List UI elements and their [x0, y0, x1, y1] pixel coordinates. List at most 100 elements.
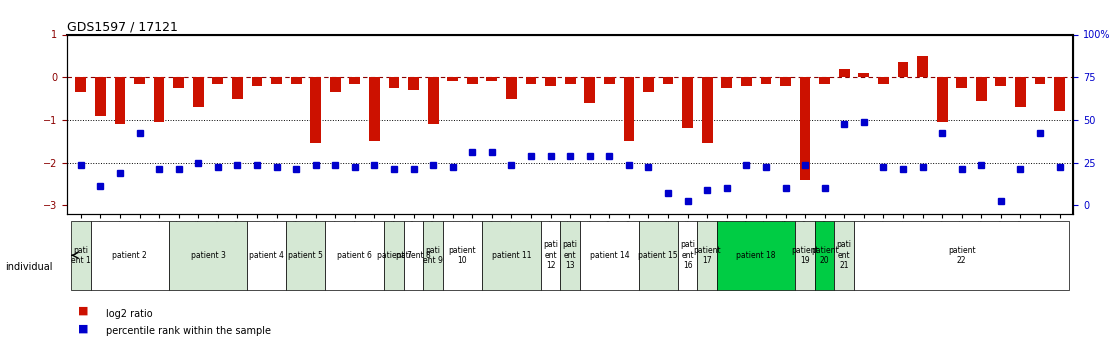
Bar [721, 77, 732, 88]
Text: individual: individual [6, 263, 53, 272]
FancyBboxPatch shape [443, 221, 482, 290]
Bar [956, 77, 967, 88]
Bar [878, 77, 889, 83]
FancyBboxPatch shape [482, 221, 541, 290]
Text: GDS1597 / 17121: GDS1597 / 17121 [67, 20, 178, 33]
Bar [819, 77, 830, 83]
Bar [917, 56, 928, 77]
Bar [486, 77, 498, 81]
Text: patient 18: patient 18 [737, 251, 776, 260]
Bar [937, 77, 947, 122]
Bar [585, 77, 595, 103]
FancyBboxPatch shape [404, 221, 424, 290]
Bar [311, 77, 321, 144]
Bar [408, 77, 419, 90]
FancyBboxPatch shape [325, 221, 385, 290]
Bar [467, 77, 477, 83]
Text: patient 4: patient 4 [249, 251, 284, 260]
Text: patient
17: patient 17 [693, 246, 721, 265]
Bar [546, 77, 556, 86]
Bar [428, 77, 438, 124]
Bar [976, 77, 987, 101]
Bar [565, 77, 576, 83]
FancyBboxPatch shape [72, 221, 91, 290]
Bar [741, 77, 751, 86]
FancyBboxPatch shape [717, 221, 795, 290]
Bar [134, 77, 145, 83]
FancyBboxPatch shape [638, 221, 678, 290]
FancyBboxPatch shape [91, 221, 169, 290]
Bar [350, 77, 360, 83]
Bar [447, 77, 458, 81]
Text: patient 11: patient 11 [492, 251, 531, 260]
FancyBboxPatch shape [678, 221, 698, 290]
Bar [173, 77, 184, 88]
FancyBboxPatch shape [541, 221, 560, 290]
Bar [624, 77, 634, 141]
FancyBboxPatch shape [815, 221, 834, 290]
Bar [330, 77, 341, 92]
Bar [272, 77, 282, 83]
Bar [95, 77, 106, 116]
Text: log2 ratio: log2 ratio [106, 309, 153, 319]
FancyBboxPatch shape [247, 221, 286, 290]
Text: patient 7: patient 7 [377, 251, 411, 260]
Text: ■: ■ [78, 323, 88, 333]
Bar [1015, 77, 1026, 107]
Bar [995, 77, 1006, 86]
Text: patient 6: patient 6 [338, 251, 372, 260]
Text: patient
22: patient 22 [948, 246, 976, 265]
Bar [604, 77, 615, 83]
Bar [799, 77, 811, 180]
Text: pati
ent 9: pati ent 9 [424, 246, 443, 265]
Bar [506, 77, 517, 99]
Bar [682, 77, 693, 128]
Bar [114, 77, 125, 124]
Bar [1054, 77, 1065, 111]
FancyBboxPatch shape [560, 221, 580, 290]
Text: patient
19: patient 19 [792, 246, 818, 265]
Text: patient 15: patient 15 [638, 251, 679, 260]
FancyBboxPatch shape [286, 221, 325, 290]
FancyBboxPatch shape [580, 221, 638, 290]
Bar [702, 77, 712, 144]
Text: patient
10: patient 10 [448, 246, 476, 265]
Bar [643, 77, 654, 92]
Bar [75, 77, 86, 92]
Text: pati
ent 1: pati ent 1 [70, 246, 91, 265]
Bar [153, 77, 164, 122]
Bar [780, 77, 790, 86]
Text: pati
ent
21: pati ent 21 [836, 240, 852, 270]
FancyBboxPatch shape [698, 221, 717, 290]
FancyBboxPatch shape [854, 221, 1069, 290]
Text: patient 14: patient 14 [589, 251, 629, 260]
Text: patient 2: patient 2 [112, 251, 148, 260]
FancyBboxPatch shape [385, 221, 404, 290]
Text: patient 8: patient 8 [396, 251, 430, 260]
Text: pati
ent
13: pati ent 13 [562, 240, 578, 270]
FancyBboxPatch shape [795, 221, 815, 290]
FancyBboxPatch shape [169, 221, 247, 290]
Text: patient 5: patient 5 [288, 251, 323, 260]
Bar [369, 77, 380, 141]
Bar [252, 77, 263, 86]
FancyBboxPatch shape [834, 221, 854, 290]
Bar [838, 69, 850, 77]
Text: ■: ■ [78, 306, 88, 316]
Text: percentile rank within the sample: percentile rank within the sample [106, 326, 272, 336]
Bar [233, 77, 243, 99]
Text: patient
20: patient 20 [811, 246, 838, 265]
Text: pati
ent
16: pati ent 16 [680, 240, 695, 270]
Bar [663, 77, 673, 83]
Text: patient 3: patient 3 [190, 251, 226, 260]
Bar [760, 77, 771, 83]
Bar [192, 77, 203, 107]
Bar [389, 77, 399, 88]
Bar [859, 73, 869, 77]
Bar [291, 77, 302, 83]
Bar [525, 77, 537, 83]
Bar [898, 62, 908, 77]
Bar [212, 77, 224, 83]
Bar [1034, 77, 1045, 83]
Text: pati
ent
12: pati ent 12 [543, 240, 558, 270]
